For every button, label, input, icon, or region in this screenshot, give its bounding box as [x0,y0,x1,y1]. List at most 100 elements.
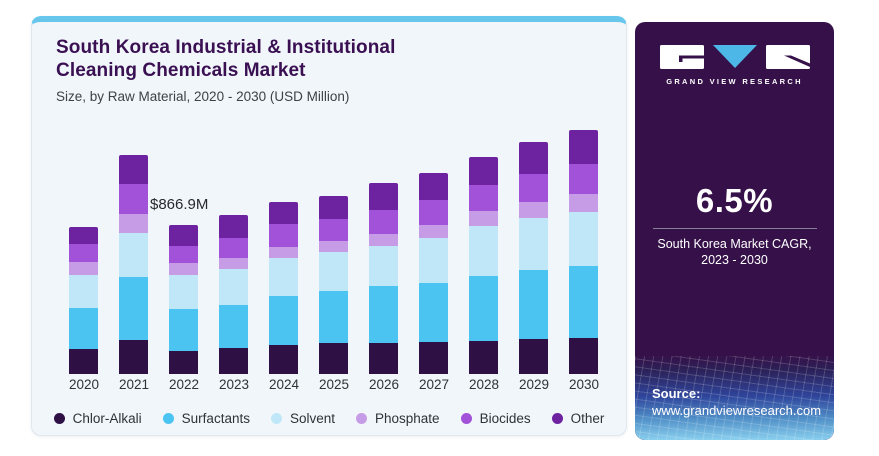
bar-segment-surfactants-2020 [69,307,98,350]
x-axis-label-2023: 2023 [218,377,250,392]
cagr-block: 6.5% South Korea Market CAGR, 2023 - 203… [635,182,834,268]
bar-2030 [569,129,598,374]
chart-title: South Korea Industrial & Institutional C… [56,36,395,82]
chart-title-line2: Cleaning Chemicals Market [56,60,306,81]
bar-segment-phosphate-2024 [269,247,298,259]
bar-segment-biocides-2030 [569,163,598,194]
bar-segment-biocides-2023 [219,237,248,259]
legend-item-surfactants: Surfactants [162,411,250,426]
gvr-logo: GRAND VIEW RESEARCH [635,44,834,86]
bar-segment-phosphate-2023 [219,258,248,270]
legend-label-other: Other [570,411,605,426]
bar-segment-solvent-2021 [119,232,148,277]
chart-legend: Chlor-Alkali Surfactants Solvent Phosphate B… [32,411,626,426]
bar-segment-biocides-2028 [469,185,498,212]
logo-v-triangle-icon [712,45,757,68]
bar-2022 [169,224,198,374]
bar-segment-surfactants-2021 [119,276,148,340]
source-label: Source: [652,386,701,401]
bar-segment-chlor-alkali-2021 [119,339,148,374]
bar-segment-solvent-2025 [319,251,348,291]
bar-segment-other-2024 [269,202,298,225]
bar-segment-biocides-2024 [269,224,298,248]
bar-segment-solvent-2029 [519,217,548,271]
bar-segment-surfactants-2029 [519,270,548,339]
bar-2023 [219,214,248,374]
x-axis-label-2021: 2021 [118,377,150,392]
legend-dot-solvent-icon [270,413,282,424]
bar-segment-biocides-2021 [119,183,148,215]
value-annotation-2022: $866.9M [150,196,209,213]
bar-segment-chlor-alkali-2029 [519,338,548,374]
bar-segment-biocides-2020 [69,244,98,263]
x-axis-label-2030: 2030 [568,377,600,392]
bar-segment-phosphate-2026 [369,233,398,246]
legend-item-phosphate: Phosphate [356,411,440,426]
legend-item-other: Other [551,411,605,426]
bar-segment-other-2028 [469,157,498,186]
legend-item-biocides: Biocides [460,411,531,426]
bar-segment-solvent-2028 [469,226,498,276]
bar-segment-chlor-alkali-2026 [369,342,398,374]
logo-r-notch [783,55,810,67]
bar-segment-phosphate-2021 [119,214,148,233]
x-axis-label-2020: 2020 [68,377,100,392]
legend-item-chlor-alkali: Chlor-Alkali [53,411,142,426]
bar-segment-solvent-2023 [219,269,248,306]
source-url-link[interactable]: www.grandviewresearch.com [652,403,822,418]
bar-segment-surfactants-2026 [369,286,398,343]
bar-segment-chlor-alkali-2024 [269,345,298,374]
cagr-value: 6.5% [695,182,774,219]
bar-segment-solvent-2026 [369,245,398,287]
source-panel: Source: www.grandviewresearch.com [635,356,834,440]
cagr-caption: South Korea Market CAGR, 2023 - 2030 [635,236,834,268]
legend-label-phosphate: Phosphate [375,411,440,426]
bar-segment-surfactants-2024 [269,296,298,346]
bar-segment-chlor-alkali-2025 [319,343,348,374]
bar-segment-phosphate-2025 [319,240,348,252]
bar-segment-surfactants-2030 [569,265,598,338]
legend-item-solvent: Solvent [270,411,335,426]
x-axis-label-2029: 2029 [518,377,550,392]
bar-segment-surfactants-2028 [469,275,498,341]
bar-segment-biocides-2029 [519,173,548,202]
bar-segment-phosphate-2030 [569,193,598,212]
legend-dot-surfactants-icon [162,413,174,424]
bar-2028 [469,157,498,374]
bar-2020 [69,226,98,374]
legend-dot-phosphate-icon [356,413,367,424]
bar-segment-solvent-2020 [69,275,98,308]
bar-2026 [369,182,398,374]
chart-card: South Korea Industrial & Institutional C… [31,16,627,436]
bar-segment-other-2026 [369,182,398,210]
bar-segment-other-2020 [69,226,98,245]
bar-segment-phosphate-2022 [169,262,198,275]
bar-segment-solvent-2024 [269,258,298,297]
bar-segment-other-2030 [569,129,598,164]
x-axis-label-2025: 2025 [318,377,350,392]
bar-series-group [69,129,598,374]
bar-segment-other-2021 [119,154,148,184]
bar-segment-chlor-alkali-2027 [419,342,448,374]
sidebar: GRAND VIEW RESEARCH 6.5% South Korea Mar… [635,22,834,440]
cagr-divider [652,228,817,229]
chart-header: South Korea Industrial & Institutional C… [56,36,395,104]
x-axis-labels: 2020 2021 2022 2023 2024 2025 2026 2027 2028 2029… [59,377,609,392]
gvr-logo-icon [659,45,810,69]
x-axis-label-2024: 2024 [268,377,300,392]
logo-g-notch [678,55,704,62]
chart-title-line1: South Korea Industrial & Institutional [56,37,396,58]
bar-segment-other-2023 [219,214,248,238]
bar-2029 [519,141,548,374]
x-axis-label-2022: 2022 [168,377,200,392]
bar-2021 [119,154,148,374]
bar-segment-chlor-alkali-2030 [569,337,598,374]
legend-dot-chlor-alkali-icon [53,413,65,424]
bar-segment-other-2025 [319,195,348,219]
legend-dot-other-icon [551,413,563,424]
bar-chart-plot: $866.9M 2020 2021 2022 2023 2024 2025 2026 2027… [32,22,626,435]
bar-segment-surfactants-2025 [319,290,348,343]
logo-text: GRAND VIEW RESEARCH [666,77,803,86]
bar-segment-surfactants-2023 [219,305,248,349]
bar-segment-biocides-2027 [419,200,448,225]
